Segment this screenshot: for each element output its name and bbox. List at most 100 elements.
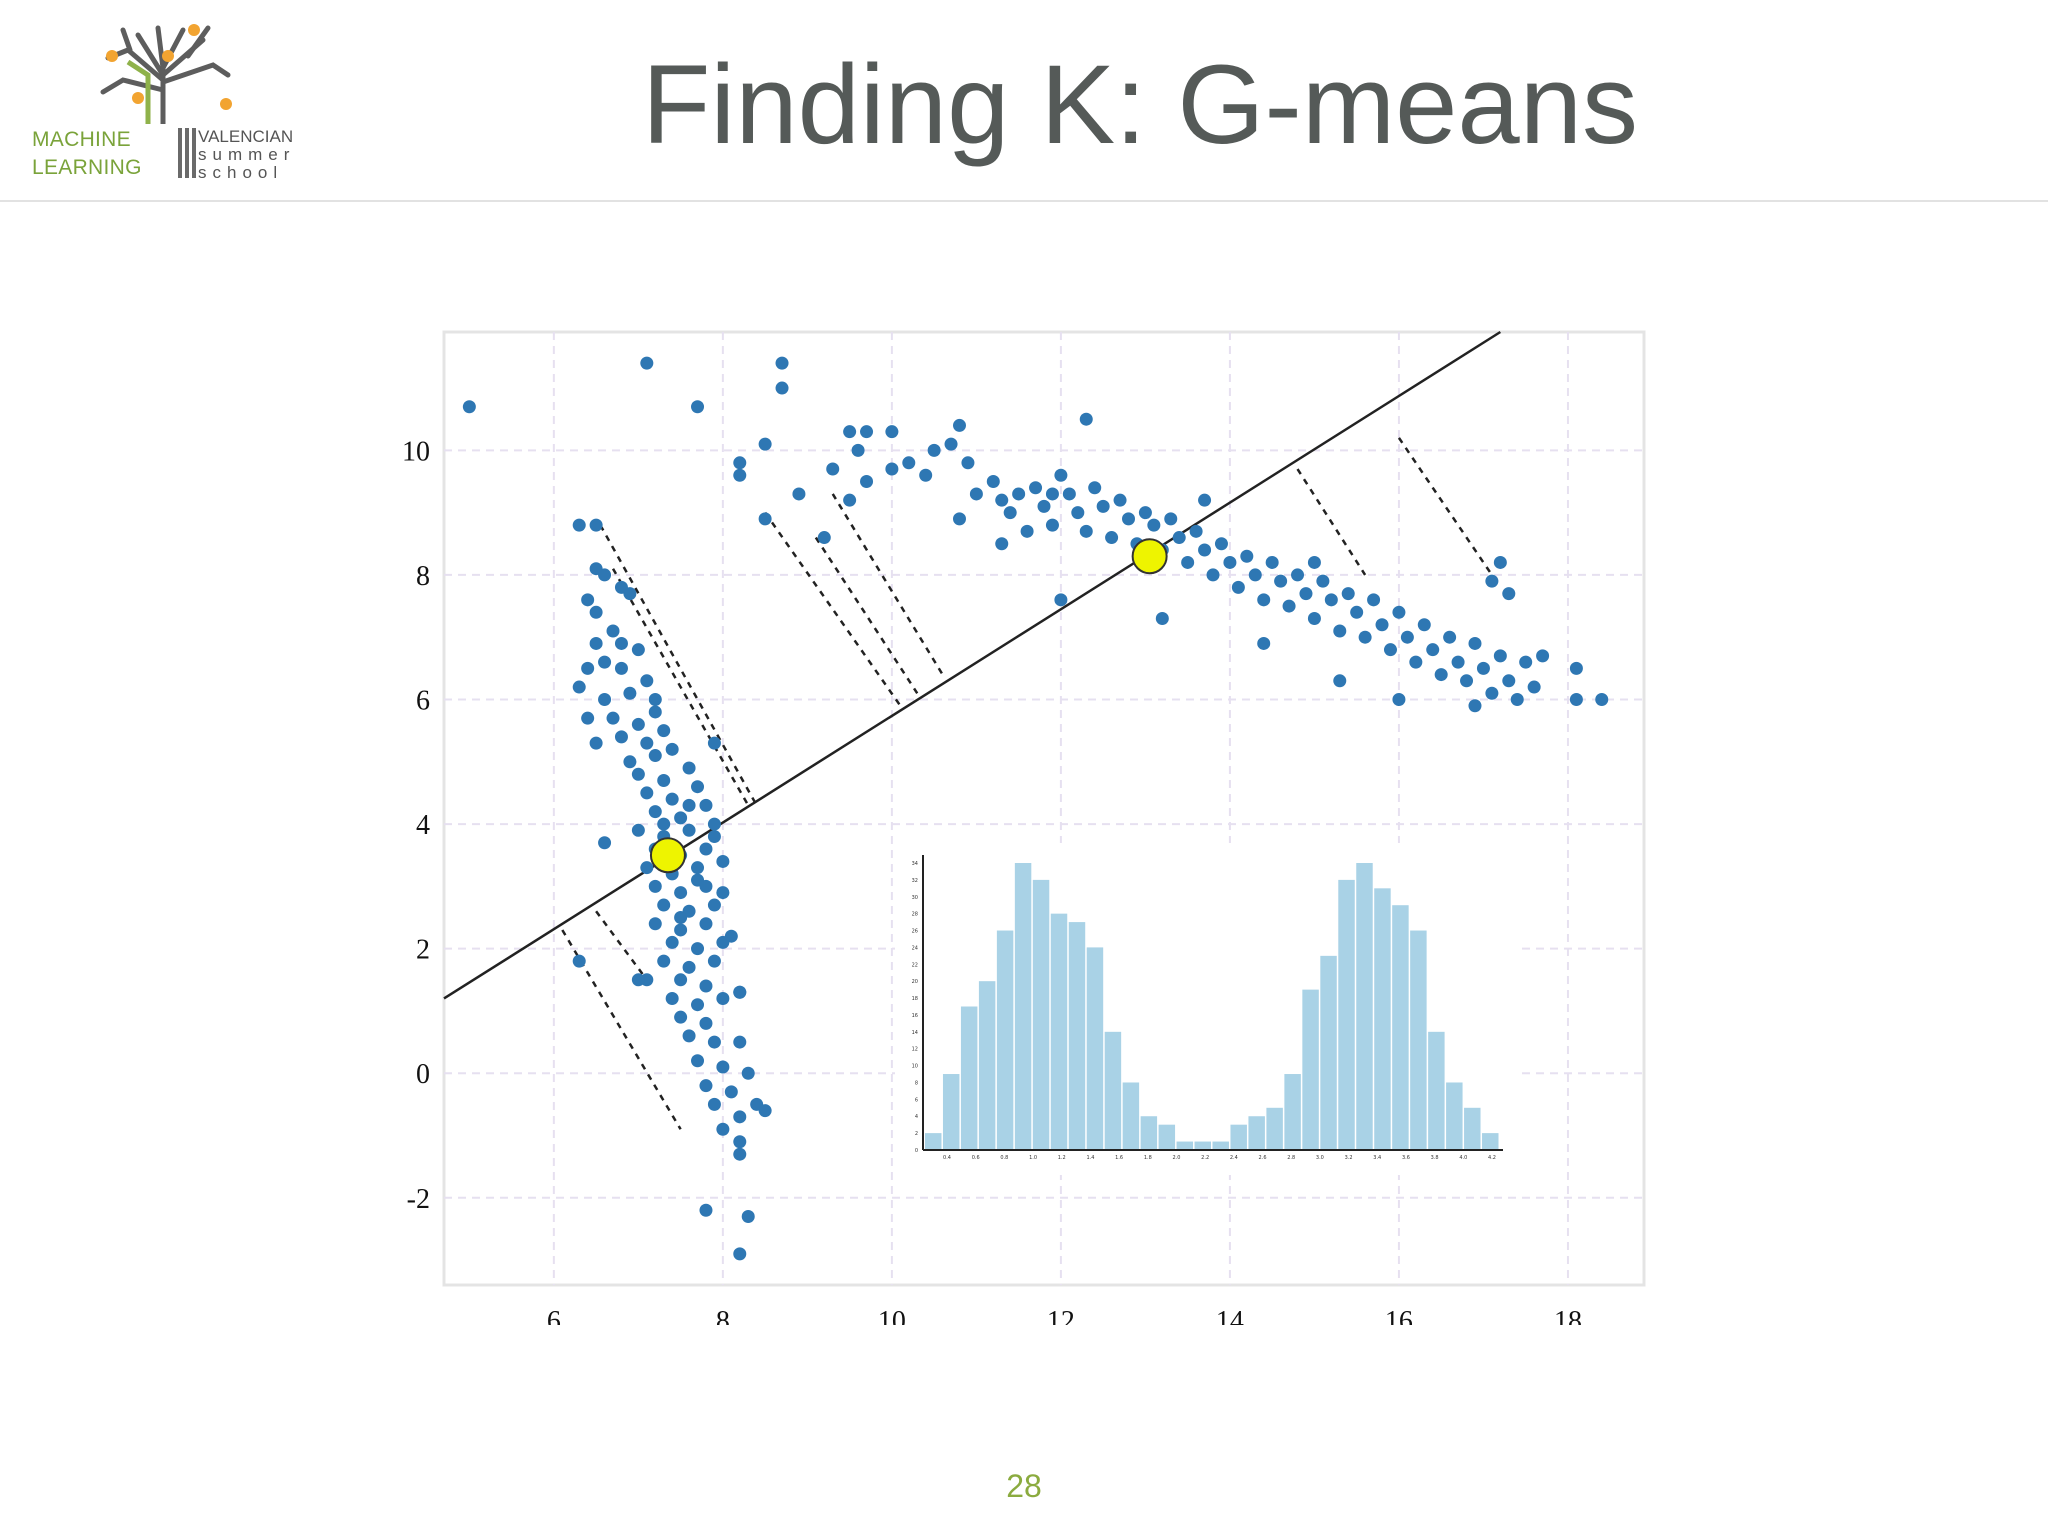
projection-dashed-line bbox=[1296, 468, 1367, 576]
data-point bbox=[927, 443, 941, 457]
data-point bbox=[648, 705, 662, 719]
histogram-bar bbox=[1428, 1031, 1445, 1150]
data-point bbox=[682, 960, 696, 974]
x-tick-label: 12 bbox=[1047, 1306, 1075, 1325]
data-point bbox=[631, 823, 645, 837]
data-point bbox=[1198, 543, 1212, 557]
histogram-x-tick: 3.6 bbox=[1402, 1155, 1410, 1161]
histogram-bar bbox=[1212, 1141, 1229, 1150]
data-point bbox=[623, 755, 637, 769]
data-point bbox=[1079, 524, 1093, 538]
logo-machine-learning: MACHINE LEARNING bbox=[32, 128, 142, 179]
data-point bbox=[733, 1135, 747, 1149]
data-point bbox=[860, 425, 874, 439]
cluster-center bbox=[649, 837, 686, 874]
data-point bbox=[699, 798, 713, 812]
data-point bbox=[691, 998, 705, 1012]
data-point bbox=[665, 742, 679, 756]
data-point bbox=[665, 935, 679, 949]
data-point bbox=[1510, 692, 1524, 706]
data-point bbox=[716, 886, 730, 900]
data-point bbox=[1198, 493, 1212, 507]
data-point bbox=[969, 487, 983, 501]
data-point bbox=[674, 1010, 688, 1024]
data-point bbox=[598, 836, 612, 850]
histogram-bar bbox=[942, 1074, 960, 1150]
histogram-y-tick: 26 bbox=[912, 929, 918, 935]
x-tick-label: 8 bbox=[716, 1306, 730, 1325]
data-point bbox=[1569, 692, 1583, 706]
data-point bbox=[1029, 481, 1043, 495]
data-point bbox=[961, 456, 975, 470]
histogram-x-tick: 4.2 bbox=[1488, 1155, 1496, 1161]
data-point bbox=[885, 425, 899, 439]
data-point bbox=[581, 711, 595, 725]
data-point bbox=[733, 1147, 747, 1161]
data-point bbox=[648, 917, 662, 931]
data-point bbox=[1316, 574, 1330, 588]
data-point bbox=[598, 692, 612, 706]
data-point bbox=[952, 418, 966, 432]
data-point bbox=[1409, 655, 1423, 669]
data-point bbox=[699, 979, 713, 993]
data-point bbox=[657, 898, 671, 912]
data-point bbox=[1164, 512, 1178, 526]
data-point bbox=[826, 462, 840, 476]
data-point bbox=[1341, 587, 1355, 601]
data-point bbox=[1569, 661, 1583, 675]
data-point bbox=[1502, 674, 1516, 688]
histogram-y-tick: 0 bbox=[915, 1148, 918, 1154]
histogram-y-tick: 10 bbox=[912, 1064, 918, 1070]
data-point bbox=[572, 680, 586, 694]
histogram-y-tick: 24 bbox=[912, 945, 918, 951]
data-point bbox=[657, 954, 671, 968]
projection-axis-line bbox=[443, 330, 1502, 1000]
histogram-y-tick: 22 bbox=[912, 962, 918, 968]
data-point bbox=[682, 823, 696, 837]
data-point bbox=[1443, 630, 1457, 644]
histogram-bar bbox=[1374, 888, 1391, 1150]
data-point bbox=[572, 518, 586, 532]
histogram-x-tick: 3.2 bbox=[1345, 1155, 1353, 1161]
data-point bbox=[792, 487, 806, 501]
data-point bbox=[589, 518, 603, 532]
data-point bbox=[1257, 636, 1271, 650]
histogram-bar bbox=[1086, 947, 1104, 1150]
data-point bbox=[1485, 574, 1499, 588]
histogram-bar bbox=[1014, 863, 1032, 1150]
data-point bbox=[1240, 549, 1254, 563]
data-point bbox=[691, 861, 705, 875]
data-point bbox=[614, 730, 628, 744]
data-point bbox=[1527, 680, 1541, 694]
histogram-bar bbox=[1410, 930, 1427, 1150]
data-point bbox=[1392, 692, 1406, 706]
data-point bbox=[1172, 531, 1186, 545]
histogram-bar bbox=[1482, 1133, 1499, 1150]
projection-dashed-line bbox=[1397, 437, 1493, 576]
histogram-bar bbox=[1140, 1116, 1158, 1150]
histogram-y-tick: 2 bbox=[915, 1131, 918, 1137]
data-point bbox=[1460, 674, 1474, 688]
data-point bbox=[1468, 636, 1482, 650]
data-point bbox=[1417, 618, 1431, 632]
data-point bbox=[1367, 593, 1381, 607]
histogram-bar bbox=[978, 981, 996, 1150]
histogram-x-tick: 0.8 bbox=[1000, 1155, 1008, 1161]
histogram-y-tick: 28 bbox=[912, 912, 918, 918]
histogram-bar bbox=[1050, 913, 1068, 1150]
data-point bbox=[1324, 593, 1338, 607]
histogram-x-tick: 2.8 bbox=[1287, 1155, 1295, 1161]
y-tick-label: 4 bbox=[416, 810, 430, 841]
histogram-bar bbox=[996, 930, 1014, 1150]
data-point bbox=[1595, 692, 1609, 706]
data-point bbox=[606, 624, 620, 638]
data-point bbox=[598, 568, 612, 582]
data-point bbox=[1468, 699, 1482, 713]
projection-dashed-line bbox=[595, 910, 648, 981]
y-tick-label: 10 bbox=[402, 436, 430, 467]
histogram-y-tick: 12 bbox=[912, 1047, 918, 1053]
data-point bbox=[733, 1110, 747, 1124]
data-point bbox=[707, 830, 721, 844]
data-point bbox=[589, 636, 603, 650]
